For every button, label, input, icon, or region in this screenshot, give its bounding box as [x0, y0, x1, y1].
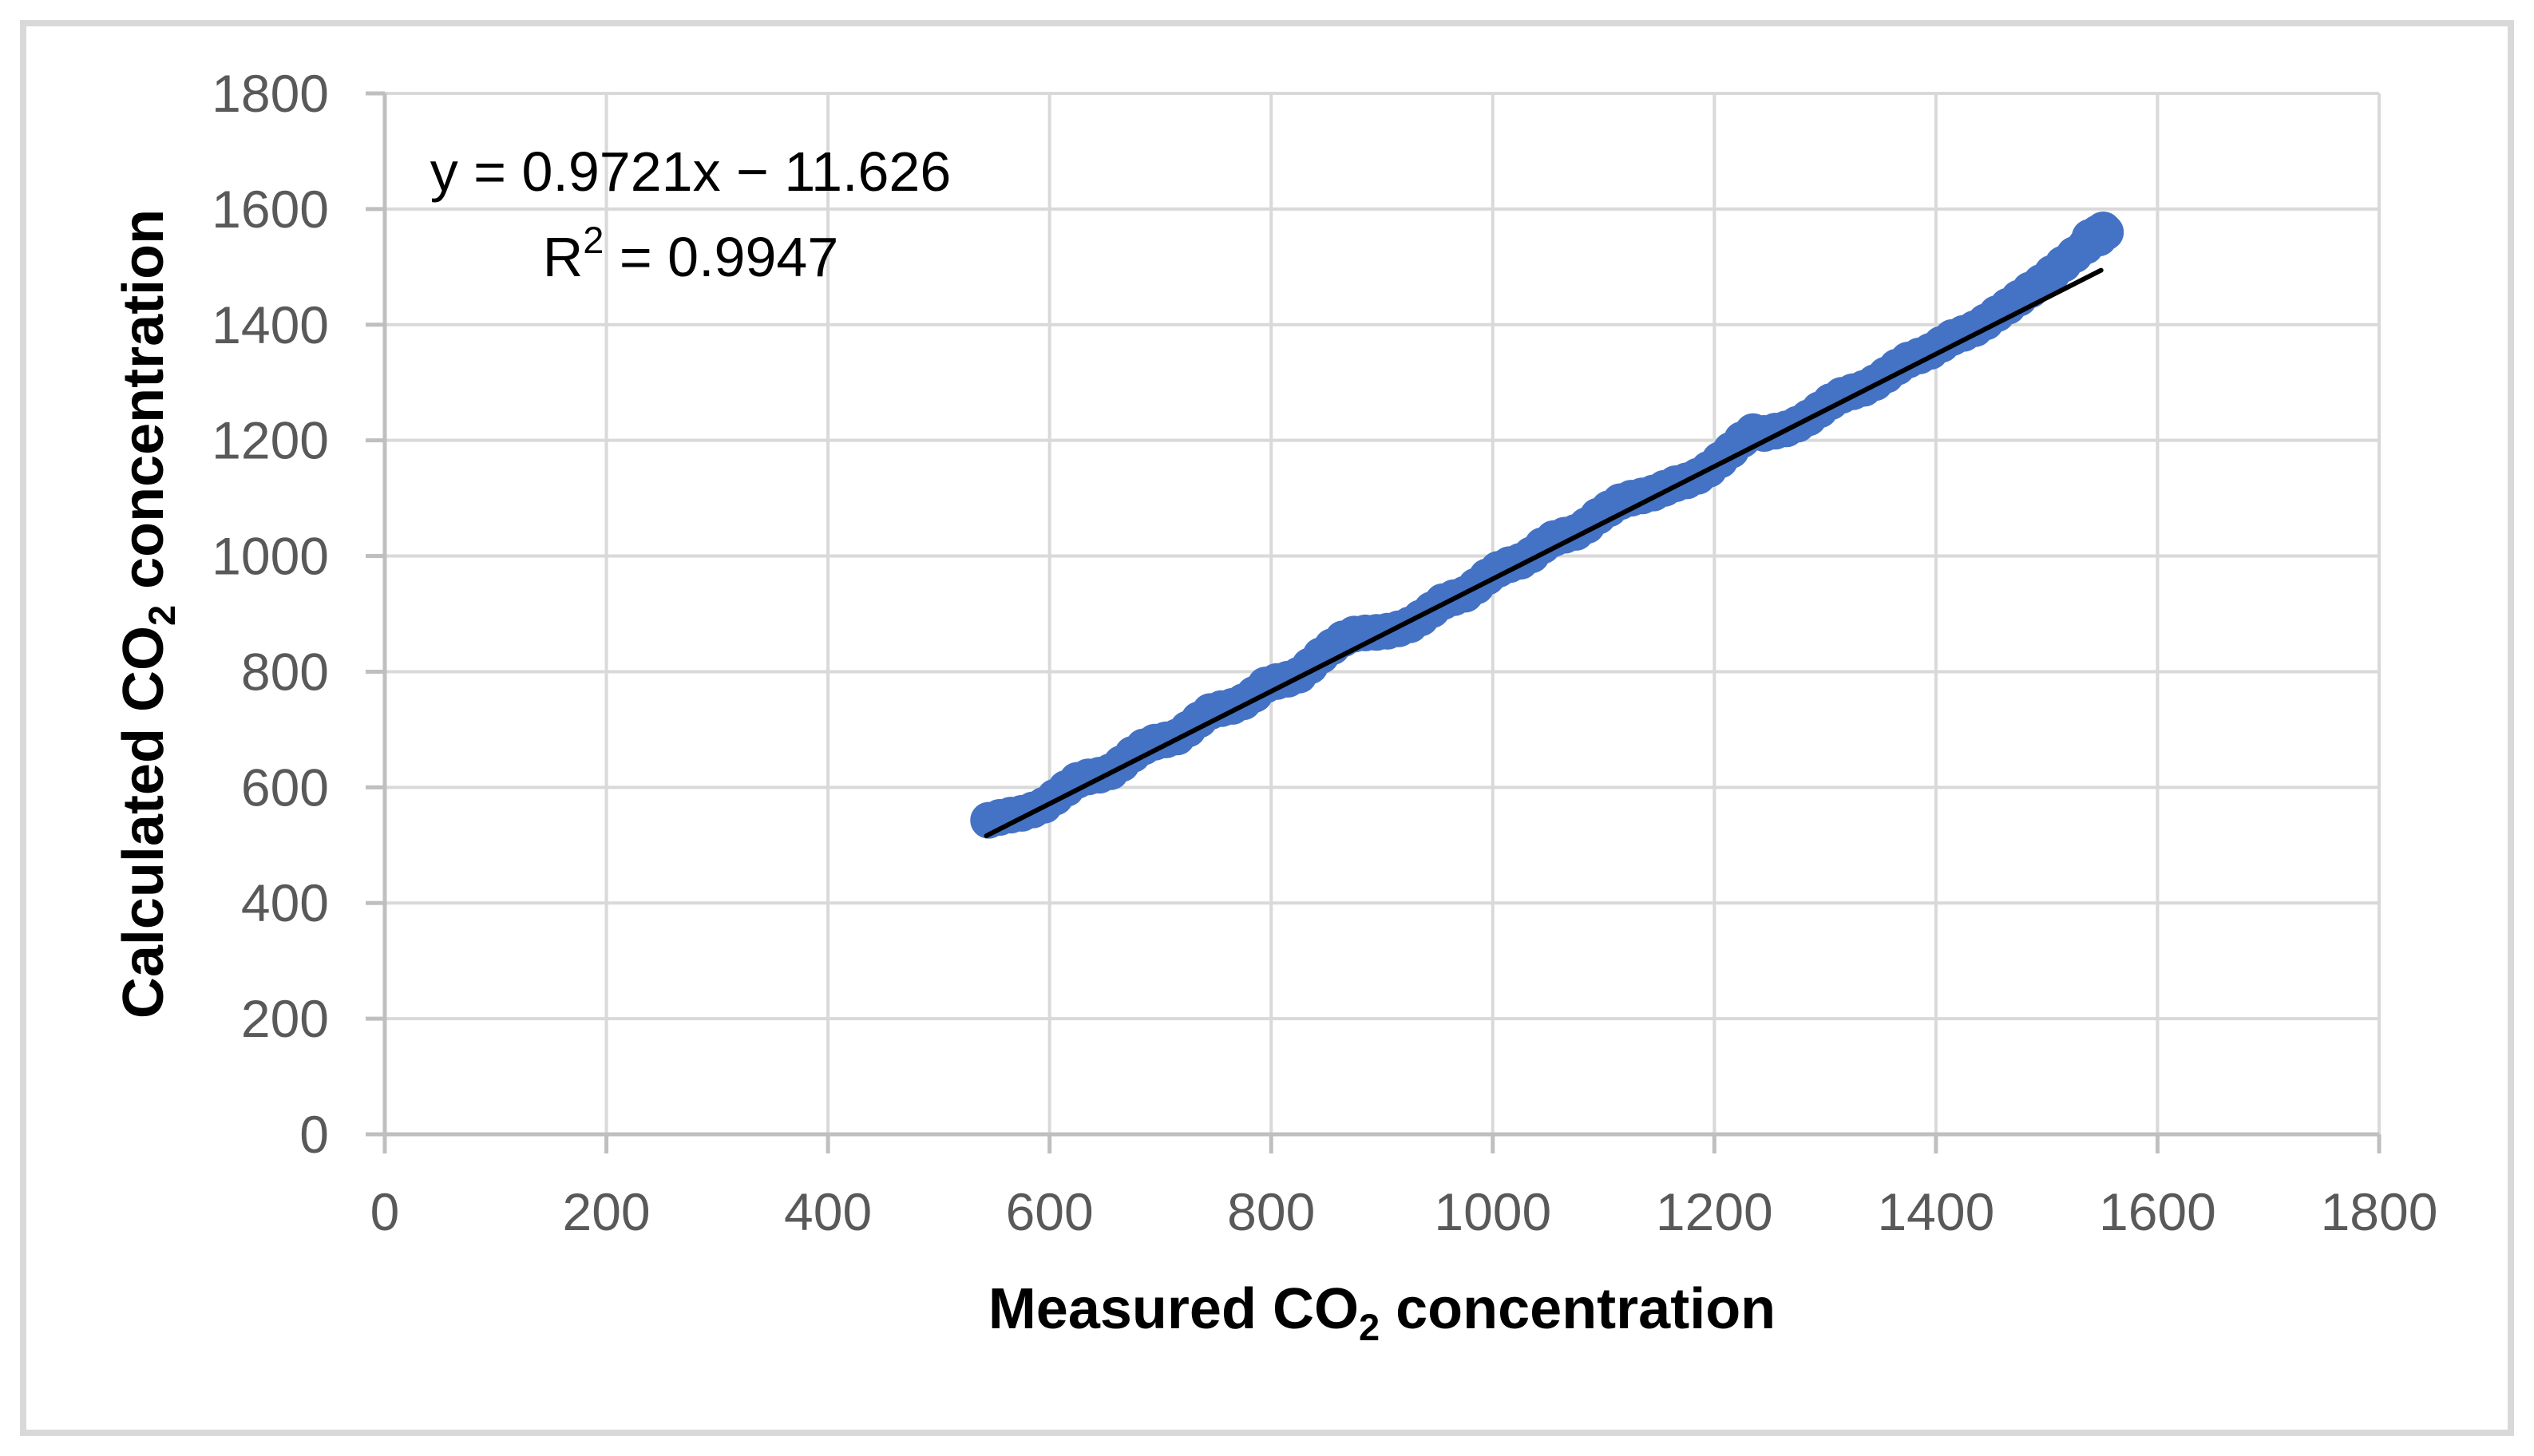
y-tick-label: 0: [299, 1105, 329, 1164]
y-axis-title: Calculated CO2 concentration: [112, 209, 183, 1019]
x-tick-label: 800: [1227, 1182, 1315, 1241]
x-tick-label: 1200: [1656, 1182, 1773, 1241]
x-tick-label: 400: [784, 1182, 872, 1241]
x-tick-label: 600: [1006, 1182, 1094, 1241]
r-squared-label: R2 = 0.9947: [543, 219, 839, 289]
x-tick-label: 1400: [1877, 1182, 1994, 1241]
chart-outer-border: [20, 20, 2514, 1436]
y-tick-label: 200: [241, 989, 329, 1048]
scatter-series: [970, 212, 2124, 839]
y-tick-label: 800: [241, 642, 329, 701]
y-tick-label: 1400: [212, 295, 329, 354]
trendline: [984, 267, 2104, 838]
y-tick-label: 600: [241, 758, 329, 817]
x-tick-label: 1600: [2099, 1182, 2216, 1241]
x-axis-title: Measured CO2 concentration: [988, 1277, 1776, 1348]
scatter-point: [2080, 220, 2117, 257]
x-tick-label: 1800: [2321, 1182, 2438, 1241]
y-tick-label: 400: [241, 873, 329, 932]
x-tick-label: 200: [562, 1182, 650, 1241]
axis-lines-and-ticks: [366, 91, 2382, 1153]
y-tick-label: 1600: [212, 180, 329, 239]
tick-labels: 0 200 400 600 800 1000 1200 1400 1600 1800 0 200 400…: [212, 64, 2437, 1241]
trendline-segment: [984, 267, 2104, 838]
x-tick-label: 1000: [1434, 1182, 1551, 1241]
gridlines: [383, 92, 2381, 1136]
x-tick-label: 0: [370, 1182, 400, 1241]
trendline-equation-label: y = 0.9721x − 11.626: [430, 140, 952, 203]
y-tick-label: 1200: [212, 411, 329, 470]
y-tick-label: 1000: [212, 527, 329, 586]
y-tick-label: 1800: [212, 64, 329, 123]
